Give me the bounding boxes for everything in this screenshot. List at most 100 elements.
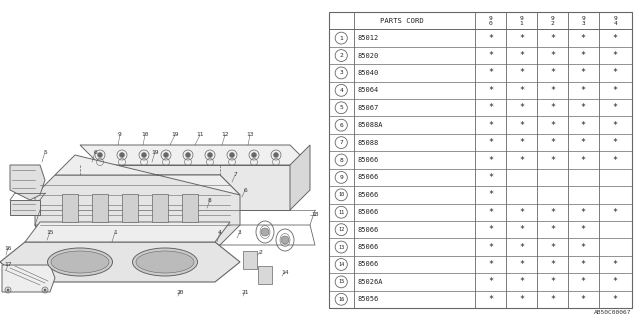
Text: *: * — [581, 277, 586, 286]
Text: *: * — [488, 121, 493, 130]
Text: *: * — [612, 68, 618, 77]
Text: *: * — [519, 138, 524, 147]
Text: 15: 15 — [338, 279, 344, 284]
Text: *: * — [550, 86, 555, 95]
Text: *: * — [612, 295, 618, 304]
Text: *: * — [488, 68, 493, 77]
Circle shape — [7, 289, 9, 291]
Text: *: * — [519, 260, 524, 269]
Text: *: * — [581, 295, 586, 304]
Text: 6: 6 — [339, 123, 343, 128]
Text: *: * — [519, 68, 524, 77]
Text: 4: 4 — [218, 229, 222, 235]
Text: *: * — [612, 156, 618, 164]
Text: 13: 13 — [338, 244, 344, 250]
Text: 1: 1 — [339, 36, 343, 41]
Polygon shape — [55, 155, 240, 195]
Text: *: * — [519, 34, 524, 43]
Text: 3: 3 — [339, 70, 343, 76]
Text: 14: 14 — [281, 269, 289, 275]
Text: 2: 2 — [339, 53, 343, 58]
Text: *: * — [488, 51, 493, 60]
Polygon shape — [10, 200, 40, 215]
Bar — [243, 251, 257, 269]
Text: *: * — [581, 121, 586, 130]
Text: 85066: 85066 — [358, 209, 379, 215]
Text: 10: 10 — [141, 132, 148, 138]
Text: 4: 4 — [339, 88, 343, 93]
Text: 85066: 85066 — [358, 261, 379, 268]
Text: *: * — [550, 225, 555, 234]
Text: 17: 17 — [4, 262, 12, 268]
Text: 5: 5 — [339, 105, 343, 110]
Text: 7: 7 — [233, 172, 237, 178]
Text: 12: 12 — [221, 132, 228, 138]
Text: *: * — [519, 243, 524, 252]
Text: 9
2: 9 2 — [550, 16, 554, 26]
Text: *: * — [581, 208, 586, 217]
Text: *: * — [488, 103, 493, 112]
Text: 85012: 85012 — [358, 35, 379, 41]
Polygon shape — [10, 165, 45, 200]
Text: 9
4: 9 4 — [613, 16, 617, 26]
Text: *: * — [519, 295, 524, 304]
Text: 14: 14 — [338, 262, 344, 267]
Text: *: * — [488, 277, 493, 286]
Text: *: * — [488, 225, 493, 234]
Text: 19: 19 — [151, 149, 159, 155]
Text: *: * — [550, 103, 555, 112]
Text: *: * — [488, 173, 493, 182]
Ellipse shape — [136, 251, 194, 273]
Circle shape — [120, 153, 125, 157]
Circle shape — [230, 153, 234, 157]
Bar — [122, 194, 138, 222]
Text: *: * — [488, 243, 493, 252]
Text: *: * — [550, 277, 555, 286]
Circle shape — [163, 153, 168, 157]
Ellipse shape — [47, 248, 113, 276]
Text: 3: 3 — [238, 229, 242, 235]
Text: *: * — [519, 277, 524, 286]
Text: *: * — [550, 295, 555, 304]
Circle shape — [207, 153, 212, 157]
Text: *: * — [550, 121, 555, 130]
Text: 85040: 85040 — [358, 70, 379, 76]
Text: *: * — [488, 295, 493, 304]
Text: *: * — [550, 34, 555, 43]
Text: *: * — [519, 103, 524, 112]
Text: 2: 2 — [258, 250, 262, 254]
Text: 85020: 85020 — [358, 52, 379, 59]
Text: 85066: 85066 — [358, 227, 379, 233]
Polygon shape — [25, 222, 230, 242]
Text: *: * — [581, 103, 586, 112]
Text: 85066: 85066 — [358, 157, 379, 163]
Text: *: * — [581, 86, 586, 95]
Ellipse shape — [132, 248, 198, 276]
Text: 9
1: 9 1 — [520, 16, 524, 26]
Polygon shape — [290, 145, 310, 210]
Bar — [258, 266, 272, 284]
Polygon shape — [80, 165, 290, 210]
Text: *: * — [581, 34, 586, 43]
Text: 85026A: 85026A — [358, 279, 383, 285]
Text: 85088A: 85088A — [358, 122, 383, 128]
Circle shape — [252, 153, 257, 157]
Text: 9: 9 — [118, 132, 122, 138]
Bar — [152, 194, 168, 222]
Circle shape — [97, 153, 102, 157]
Text: *: * — [488, 260, 493, 269]
Polygon shape — [0, 242, 240, 282]
Text: 8: 8 — [208, 197, 212, 203]
Text: *: * — [488, 190, 493, 199]
Text: *: * — [612, 208, 618, 217]
Text: 16: 16 — [4, 245, 12, 251]
Text: 10: 10 — [338, 192, 344, 197]
Circle shape — [273, 153, 278, 157]
Polygon shape — [35, 175, 240, 245]
Circle shape — [281, 236, 289, 244]
Text: *: * — [612, 34, 618, 43]
Text: 11: 11 — [338, 210, 344, 215]
Text: *: * — [581, 68, 586, 77]
Text: 20: 20 — [176, 290, 184, 294]
Text: *: * — [612, 121, 618, 130]
